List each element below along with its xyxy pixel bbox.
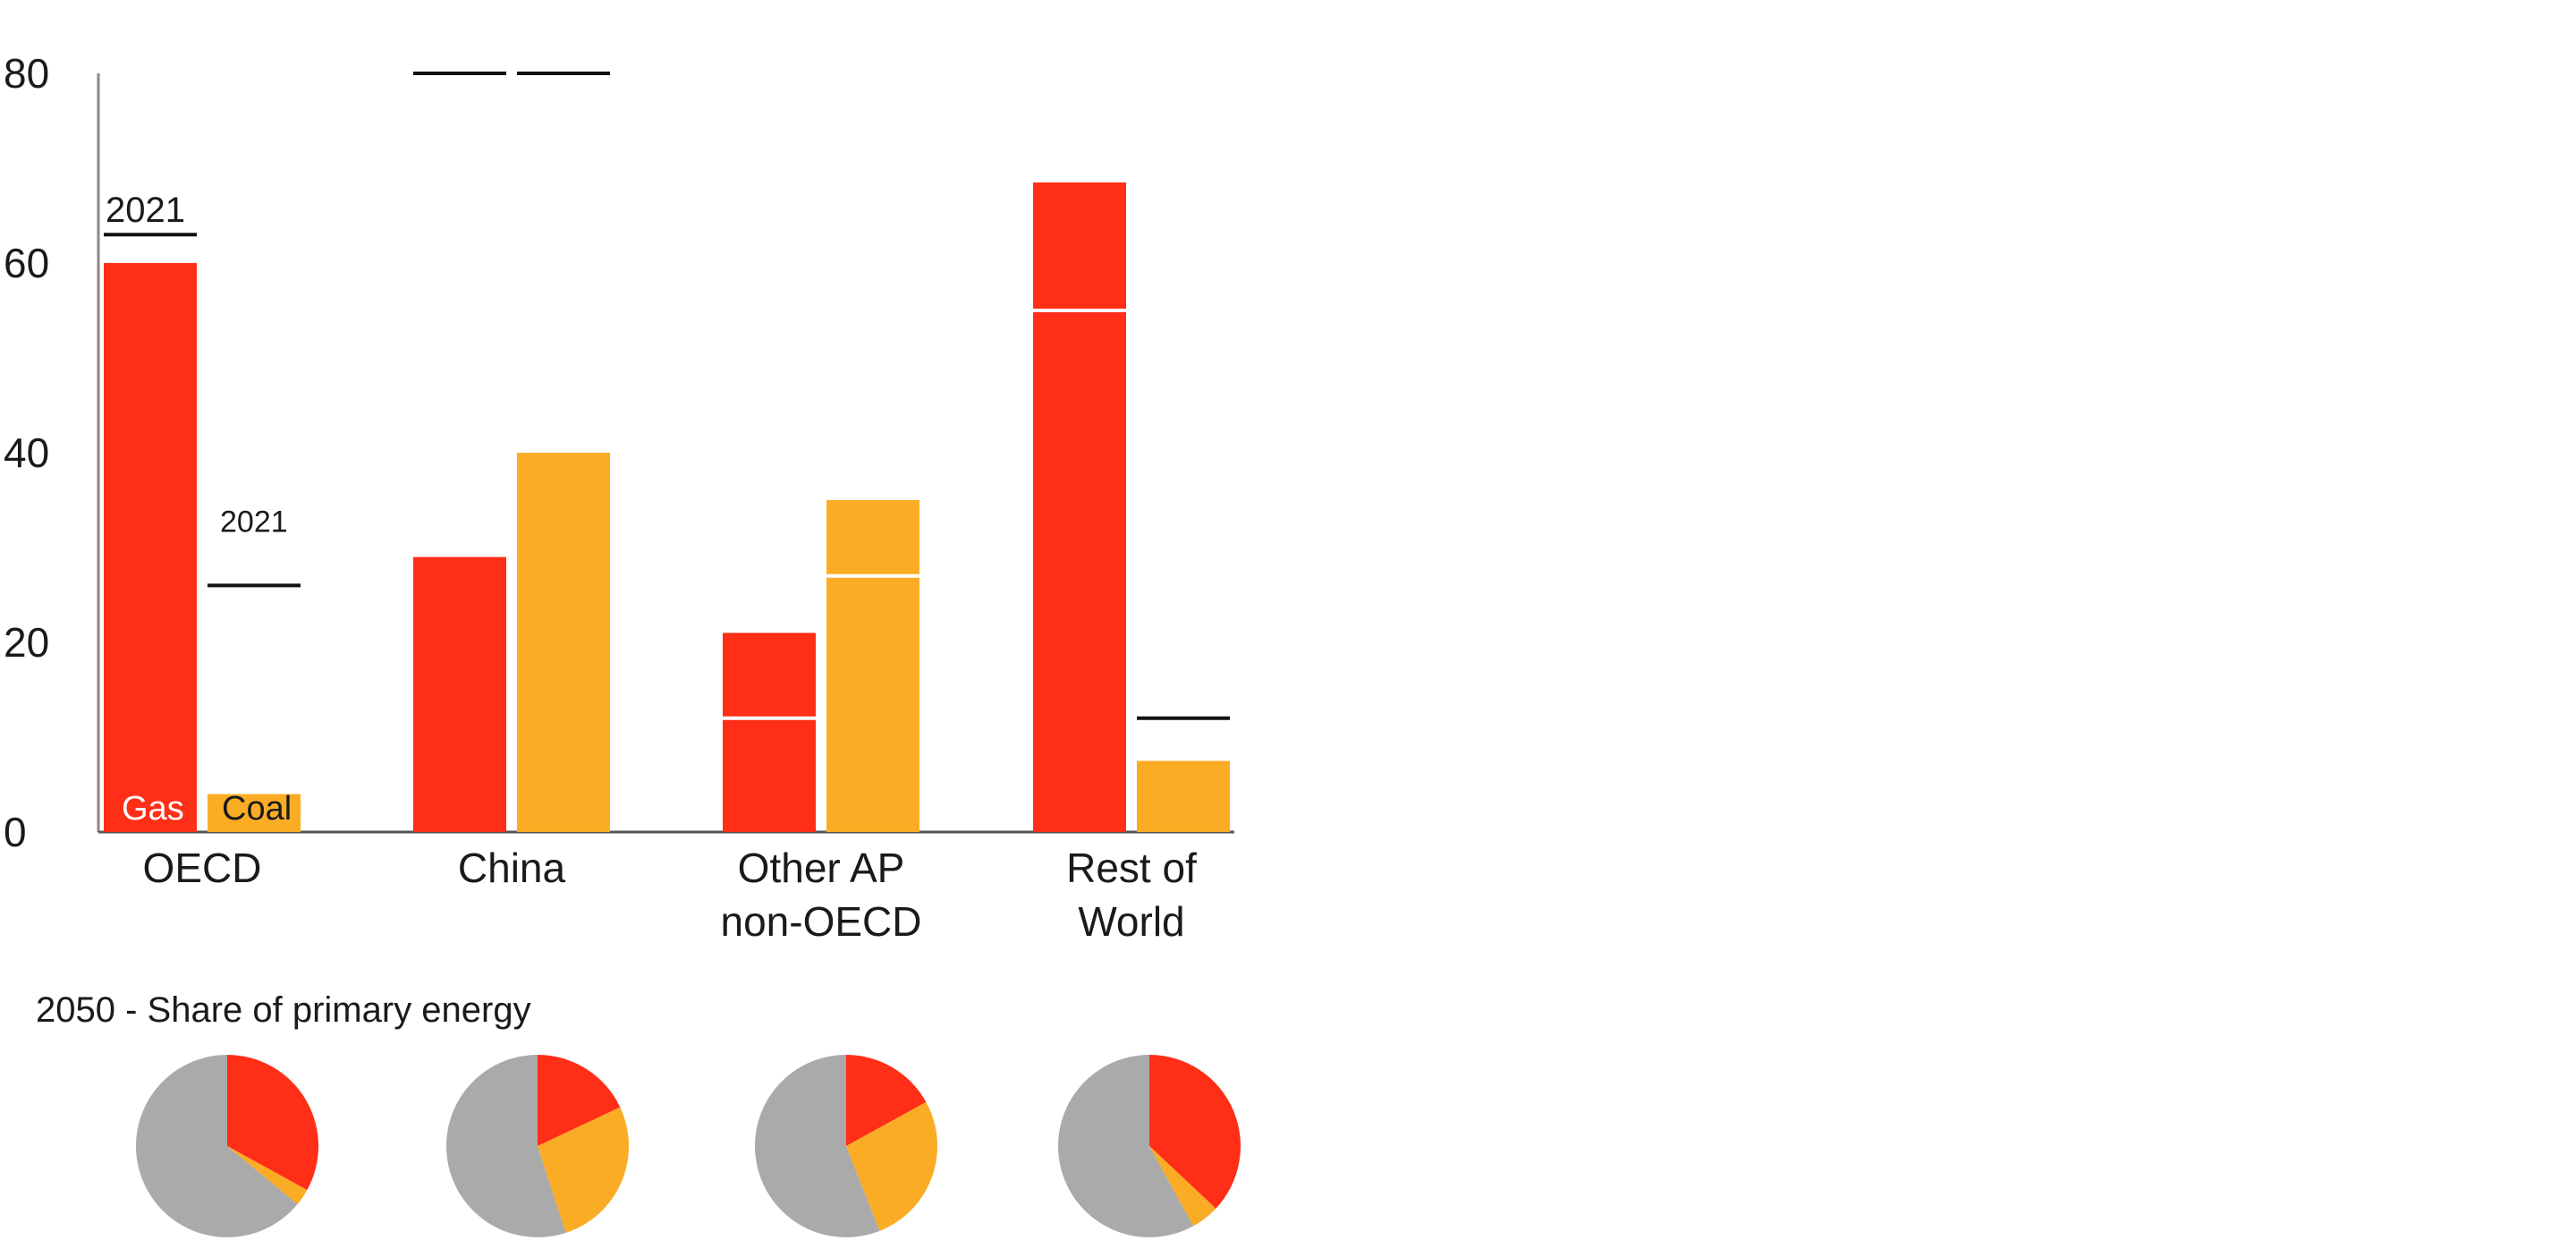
y-tick-label-40: 40 bbox=[4, 429, 49, 476]
category-label-1-0: China bbox=[458, 845, 566, 891]
bar-gas-1 bbox=[413, 556, 506, 832]
y-tick-label-20: 20 bbox=[4, 619, 49, 666]
pie-chart-title: 2050 - Share of primary energy bbox=[36, 990, 531, 1030]
category-label-0-0: OECD bbox=[143, 845, 262, 891]
label-2021-coal: 2021 bbox=[220, 505, 288, 539]
label-2021-gas: 2021 bbox=[106, 191, 185, 230]
pie-1-other-slice bbox=[446, 1055, 566, 1237]
series-label-gas: Gas bbox=[122, 790, 184, 828]
bar-coal-0 bbox=[208, 794, 301, 832]
y-tick-label-0: 0 bbox=[4, 809, 27, 855]
y-tick-label-80: 80 bbox=[4, 50, 49, 97]
bar-coal-2 bbox=[826, 500, 919, 832]
pie-0-coal-slice bbox=[227, 1146, 308, 1205]
bar-gas-3 bbox=[1033, 182, 1126, 832]
pie-2-gas-slice bbox=[846, 1055, 927, 1146]
category-label-3-1: World bbox=[1078, 898, 1184, 945]
series-label-coal: Coal bbox=[222, 790, 292, 828]
category-label-3-0: Rest of bbox=[1066, 845, 1197, 891]
pie-0-other-slice bbox=[136, 1055, 298, 1237]
pie-3-other-slice bbox=[1058, 1055, 1194, 1237]
bar-coal-1 bbox=[517, 453, 610, 832]
pie-1-gas-slice bbox=[538, 1055, 621, 1146]
category-label-2-0: Other AP bbox=[738, 845, 905, 891]
pie-1-coal-slice bbox=[538, 1107, 629, 1234]
bar-gas-2 bbox=[723, 633, 816, 832]
bar-coal-3 bbox=[1137, 760, 1230, 832]
bar-gas-0 bbox=[104, 263, 197, 832]
pie-2-coal-slice bbox=[846, 1101, 937, 1231]
pie-0-gas-slice bbox=[227, 1055, 319, 1191]
pie-3-gas-slice bbox=[1149, 1055, 1241, 1209]
pie-3-coal-slice bbox=[1149, 1146, 1216, 1227]
category-label-2-1: non-OECD bbox=[721, 898, 922, 945]
pie-2-other-slice bbox=[754, 1055, 880, 1237]
y-tick-label-60: 60 bbox=[4, 240, 49, 286]
